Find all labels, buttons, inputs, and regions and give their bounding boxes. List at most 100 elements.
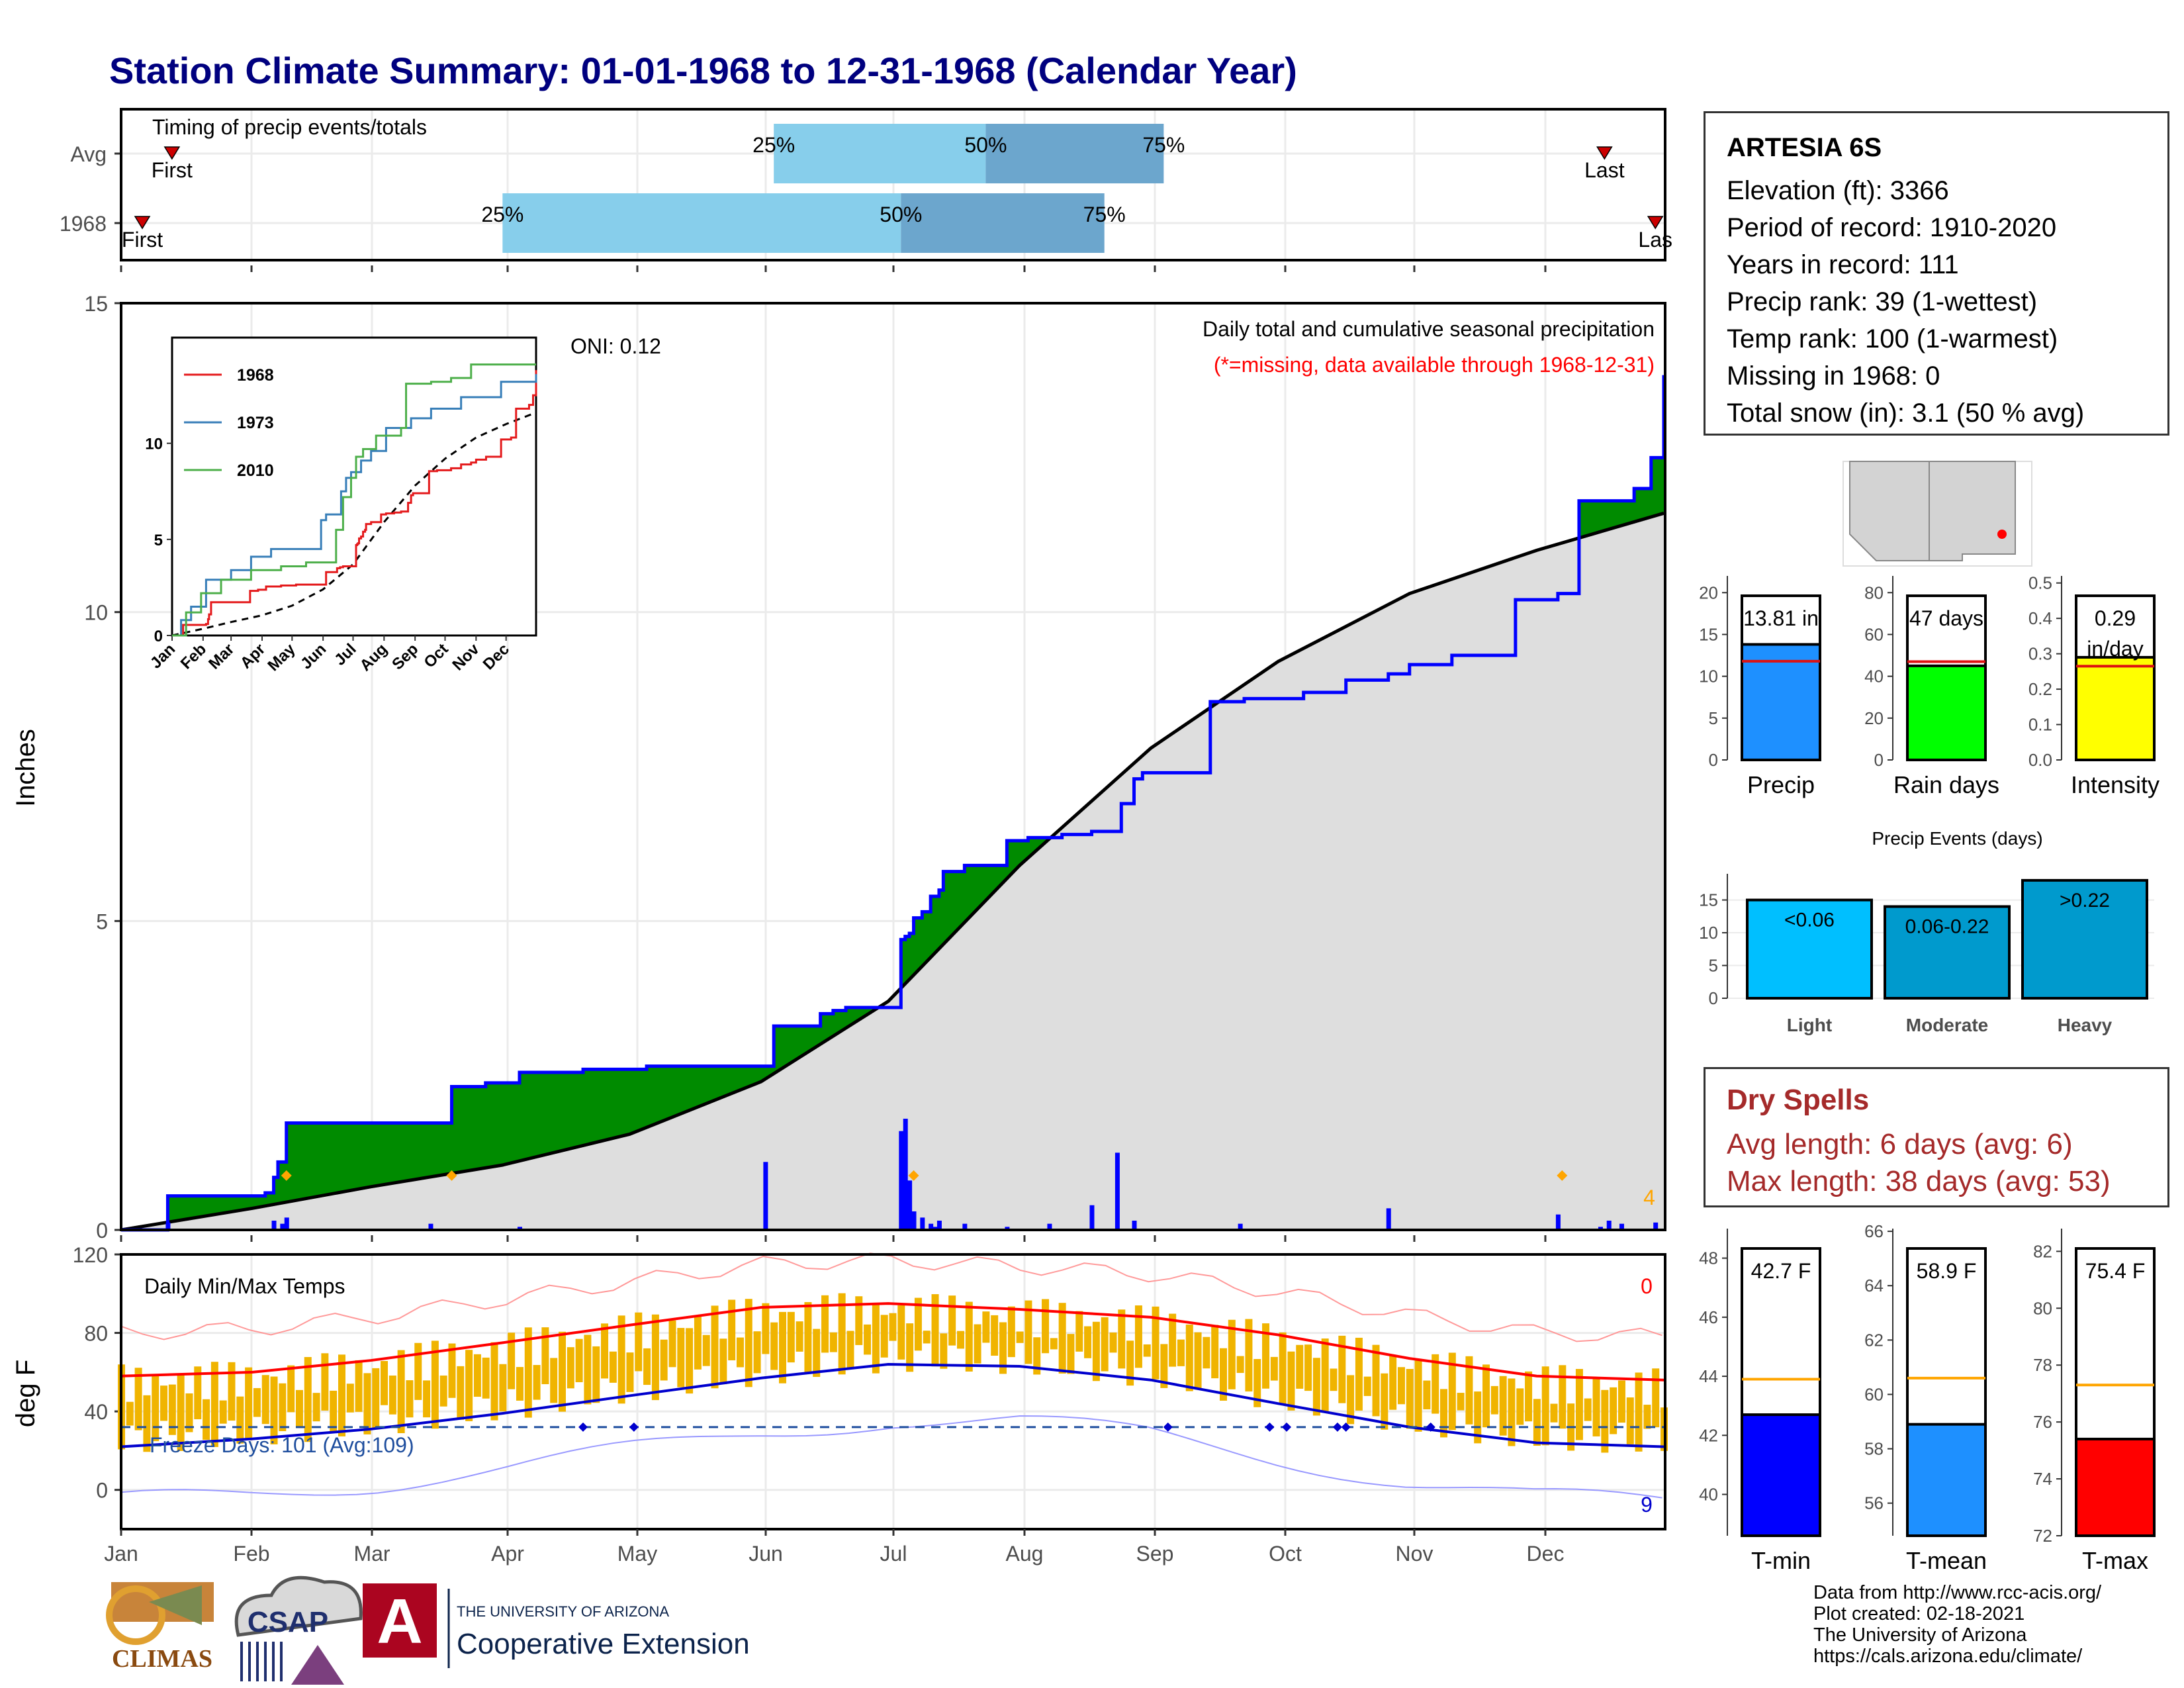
daily-precip-bar xyxy=(763,1162,768,1230)
daily-temp-bar xyxy=(1228,1319,1236,1389)
daily-temp-bars xyxy=(118,1293,1668,1453)
daily-temp-bar xyxy=(889,1313,897,1341)
csap-cloud-icon xyxy=(234,1575,363,1637)
timing-title: Timing of precip events/totals xyxy=(152,115,427,139)
timing-pct-label: 50% xyxy=(964,133,1007,157)
temp-bar-2-ytick-label: 80 xyxy=(2033,1298,2052,1318)
mini-bar-2-ytick-label: 0.2 xyxy=(2028,679,2052,699)
page-title: Station Climate Summary: 01-01-1968 to 1… xyxy=(109,50,1297,91)
daily-temp-bar xyxy=(864,1324,872,1355)
events-ytick-label: 5 xyxy=(1709,956,1718,976)
daily-temp-bar xyxy=(1304,1344,1312,1391)
mini-bar-0-value-bar xyxy=(1741,643,1821,761)
temp-bar-2-value-bar xyxy=(2075,1437,2156,1538)
dry-spells-title: Dry Spells xyxy=(1727,1084,1870,1116)
event-bar-heavy xyxy=(2021,878,2148,1000)
station-years: Years in record: 111 xyxy=(1727,250,1959,279)
daily-precip-bar xyxy=(936,1221,942,1230)
daily-temp-bar xyxy=(219,1400,227,1424)
daily-temp-bar xyxy=(1482,1364,1490,1428)
daily-temp-bar xyxy=(228,1362,236,1421)
freeze-marker-icon xyxy=(578,1422,588,1432)
temp-bar-2-ytick-label: 78 xyxy=(2033,1355,2052,1375)
daily-temp-bar xyxy=(855,1296,863,1345)
daily-temp-bar xyxy=(1559,1365,1567,1429)
event-category-label: Heavy xyxy=(2058,1015,2113,1035)
mini-bar-1-ytick-label: 40 xyxy=(1864,667,1884,686)
freeze-marker-icon xyxy=(1282,1422,1292,1432)
temp-bar-1-value-label: 58.9 F xyxy=(1917,1259,1977,1283)
daily-temp-bar xyxy=(1024,1300,1032,1364)
snow-marker-icon xyxy=(1557,1170,1568,1181)
daily-precip-bar xyxy=(1238,1223,1243,1230)
oni-label: ONI: 0.12 xyxy=(570,334,661,358)
normal-max-line xyxy=(120,1302,1664,1382)
timing-bar-50-75 xyxy=(985,124,1164,183)
daily-temp-bar xyxy=(1355,1337,1363,1411)
daily-temp-bar xyxy=(177,1375,185,1451)
month-label: Oct xyxy=(1269,1542,1302,1566)
mini-bar-0-ytick-label: 15 xyxy=(1699,624,1718,644)
credit-date: Plot created: 02-18-2021 xyxy=(1813,1603,2025,1624)
daily-temp-bar xyxy=(1075,1311,1083,1352)
daily-temp-bar xyxy=(168,1384,176,1435)
daily-temp-bar xyxy=(1432,1354,1439,1414)
daily-temp-bar xyxy=(499,1364,507,1412)
daily-temp-bar xyxy=(592,1346,600,1403)
daily-temp-bar xyxy=(508,1333,516,1389)
precip-title: Daily total and cumulative seasonal prec… xyxy=(1203,317,1655,341)
daily-temp-bar xyxy=(1533,1399,1541,1446)
daily-temp-bar xyxy=(1143,1344,1151,1357)
daily-temp-bar xyxy=(1516,1388,1524,1425)
daily-temp-bar xyxy=(1118,1309,1126,1369)
daily-temp-bar xyxy=(821,1295,829,1353)
event-bar-label: >0.22 xyxy=(2060,890,2110,912)
precip-ylabel: Inches xyxy=(11,729,40,807)
month-label: May xyxy=(617,1542,657,1566)
credits: Data from http://www.rcc-acis.org/ Plot … xyxy=(1813,1582,2101,1667)
temp-bar-1-ytick-label: 62 xyxy=(1864,1330,1884,1350)
inset-legend-label: 2010 xyxy=(237,461,274,480)
daily-precip-bar xyxy=(962,1223,968,1230)
record-max-line xyxy=(120,1252,1662,1342)
mini-bar-1-ytick-label: 20 xyxy=(1864,708,1884,728)
timing-bar-25-50 xyxy=(774,124,986,183)
precip-avg-line xyxy=(120,511,1664,1232)
temp-bar-1-ytick-label: 64 xyxy=(1864,1276,1884,1295)
climas-logo-leaf-icon xyxy=(149,1585,202,1625)
temp-bar-0-ytick-label: 46 xyxy=(1699,1307,1718,1327)
temp-bar-1-ytick-label: 56 xyxy=(1864,1493,1884,1513)
daily-temp-bar xyxy=(1262,1323,1270,1389)
temp-bar-2-ytick-label: 74 xyxy=(2033,1469,2052,1489)
daily-temp-bar xyxy=(686,1328,694,1394)
daily-temp-bar xyxy=(1389,1356,1397,1410)
inset-legend-label: 1973 xyxy=(237,414,274,432)
daily-temp-bar xyxy=(397,1350,405,1434)
daily-temp-bar xyxy=(584,1335,592,1405)
daily-temp-bar xyxy=(1270,1356,1278,1381)
daily-temp-bar xyxy=(1058,1303,1066,1374)
daily-temp-bar xyxy=(1347,1375,1355,1425)
dry-spells-avg: Avg length: 6 days (avg: 6) xyxy=(1727,1128,2073,1160)
temp-bar-2-ytick-label: 72 xyxy=(2033,1526,2052,1546)
daily-temp-bar xyxy=(804,1302,812,1374)
daily-temp-bar xyxy=(982,1311,990,1343)
temp-bar-1-value-bar xyxy=(1906,1423,1987,1537)
mini-bar-2-ytick-label: 0.0 xyxy=(2028,750,2052,770)
timing-bar-50-75 xyxy=(901,193,1105,253)
events-ytick-label: 0 xyxy=(1709,988,1718,1008)
month-label: Dec xyxy=(1527,1542,1565,1566)
daily-temp-bar xyxy=(753,1331,761,1374)
temp-bar-1-label: T-mean xyxy=(1906,1547,1987,1574)
daily-precip-bar xyxy=(165,1222,171,1230)
daily-temp-bar xyxy=(295,1389,303,1429)
mini-bar-2-label: Intensity xyxy=(2071,771,2160,798)
daily-temp-bar xyxy=(677,1328,685,1387)
daily-precip-bar xyxy=(907,1180,913,1230)
daily-temp-bar xyxy=(143,1395,151,1452)
first-marker-icon xyxy=(134,216,151,230)
daily-temp-bar xyxy=(1287,1351,1295,1411)
daily-temp-bar xyxy=(1253,1359,1261,1407)
daily-temp-bar xyxy=(1584,1398,1592,1421)
